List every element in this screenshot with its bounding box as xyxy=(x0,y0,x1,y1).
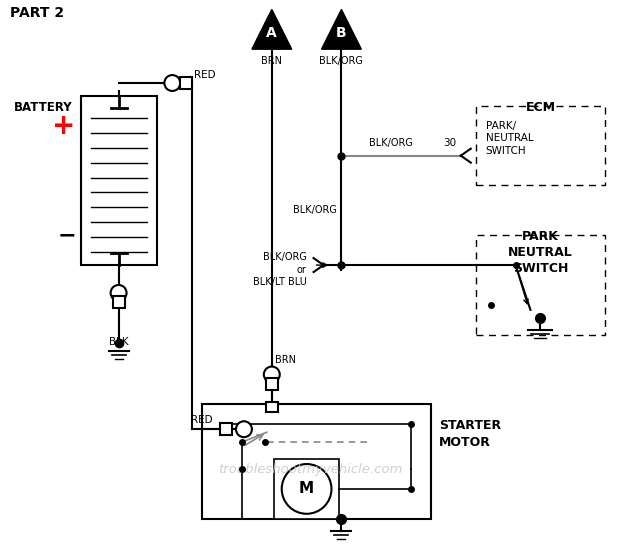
Bar xyxy=(266,403,277,412)
Text: PARK/
NEUTRAL
SWITCH: PARK/ NEUTRAL SWITCH xyxy=(486,121,533,156)
Text: PARK
NEUTRAL
SWITCH: PARK NEUTRAL SWITCH xyxy=(508,230,573,276)
Bar xyxy=(81,96,158,265)
Text: BRN: BRN xyxy=(275,354,296,365)
Polygon shape xyxy=(321,10,362,49)
Text: BLK/ORG: BLK/ORG xyxy=(292,206,336,216)
Bar xyxy=(476,106,605,185)
Text: +: + xyxy=(53,112,76,140)
Text: BLK: BLK xyxy=(109,337,129,347)
Text: B: B xyxy=(336,26,347,40)
Bar xyxy=(220,423,232,435)
Circle shape xyxy=(111,285,127,301)
Text: PART 2: PART 2 xyxy=(10,6,64,20)
Bar xyxy=(476,235,605,335)
Text: RED: RED xyxy=(194,70,216,80)
Text: −: − xyxy=(57,225,76,245)
Text: BATTERY: BATTERY xyxy=(14,101,73,114)
Circle shape xyxy=(264,367,280,382)
Text: 30: 30 xyxy=(442,138,456,148)
Bar xyxy=(202,404,431,519)
Bar xyxy=(180,77,192,89)
Bar xyxy=(274,459,339,519)
Bar xyxy=(112,296,125,308)
Circle shape xyxy=(164,75,180,91)
Text: ECM: ECM xyxy=(525,101,556,114)
Text: A: A xyxy=(266,26,277,40)
Bar xyxy=(266,379,277,390)
Text: troubleshootmyvehicle.com: troubleshootmyvehicle.com xyxy=(218,463,403,475)
Circle shape xyxy=(282,464,331,514)
Polygon shape xyxy=(252,10,292,49)
Text: BRN: BRN xyxy=(261,56,282,66)
Text: M: M xyxy=(299,482,314,496)
Text: RED: RED xyxy=(192,416,213,425)
Circle shape xyxy=(236,421,252,437)
Text: BLK/ORG: BLK/ORG xyxy=(369,138,413,148)
Text: BLK/ORG
or
BLK/LT BLU: BLK/ORG or BLK/LT BLU xyxy=(253,252,307,287)
Text: BLK/ORG: BLK/ORG xyxy=(320,56,363,66)
Text: STARTER
MOTOR: STARTER MOTOR xyxy=(439,419,501,449)
